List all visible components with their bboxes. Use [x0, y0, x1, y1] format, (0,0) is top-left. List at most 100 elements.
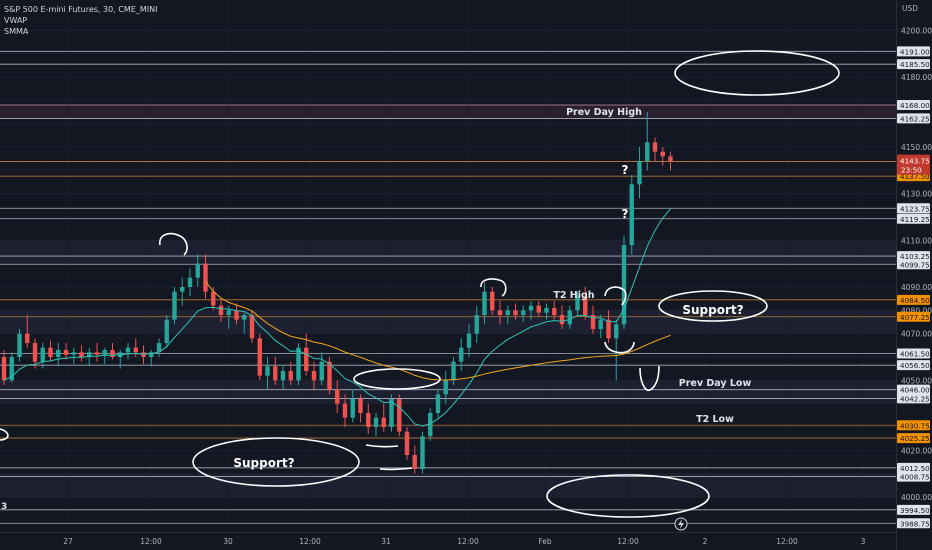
- level-tag-4099.75: [897, 259, 930, 270]
- question-mark-upper: ?: [622, 163, 629, 177]
- drawn-stroke-upper: [365, 444, 399, 448]
- candle-body: [32, 343, 38, 362]
- x-tick-label: 27: [63, 537, 73, 546]
- y-tick-label: 4080.00: [901, 306, 932, 315]
- indicator-smma[interactable]: SMMA: [4, 27, 29, 36]
- y-tick-label: 4050.00: [901, 376, 932, 385]
- last-price-tag[interactable]: [897, 154, 930, 175]
- candle-body: [25, 333, 30, 343]
- candle-body: [350, 399, 355, 418]
- candle-body: [79, 352, 84, 357]
- candle-body: [63, 350, 69, 355]
- candle-body: [319, 361, 324, 381]
- session-band-0: [0, 240, 896, 264]
- level-tag-3994.50: [897, 504, 930, 515]
- level-tag-4056.50: [897, 360, 930, 371]
- candle-body: [435, 394, 441, 413]
- candle-body: [288, 371, 293, 381]
- candle-body: [575, 296, 580, 311]
- candle-body: [311, 371, 317, 381]
- candle-body: [521, 310, 526, 315]
- drawn-ellipse-upper-right: [674, 50, 840, 96]
- candle-body: [265, 366, 270, 376]
- candle-body: [559, 315, 565, 325]
- candle-body: [1, 357, 7, 381]
- smma-line: [3, 208, 671, 427]
- level-tag-4123.75: [897, 203, 930, 214]
- annotations: Prev Day High T2 High Prev Day Low T2 Lo…: [1, 107, 751, 512]
- level-tag-text: 4030.75: [900, 421, 930, 430]
- level-tag-3988.75: [897, 518, 930, 529]
- candle-body: [249, 315, 255, 339]
- drawn-arc-low-left: [604, 341, 635, 354]
- candle-body: [629, 184, 634, 245]
- level-tag-text: 4162.25: [900, 114, 930, 123]
- level-tag-4025.25: [897, 433, 930, 444]
- level-tag-4185.50: [897, 59, 930, 70]
- question-mark-lower: ?: [622, 207, 629, 221]
- price-levels[interactable]: [0, 50, 896, 524]
- candle-body: [443, 380, 448, 395]
- candle-body: [141, 352, 146, 357]
- last-price-countdown: 23:50: [901, 166, 922, 175]
- y-tick-label: 4090.00: [901, 283, 932, 292]
- candle-body: [40, 347, 45, 362]
- candle-body: [389, 399, 394, 427]
- t2-low-label: T2 Low: [696, 414, 734, 425]
- candle-body: [366, 413, 371, 427]
- price-axis[interactable]: USD 4200.00 4180.00 4150.00 4130.00 4110.00 4…: [896, 0, 932, 550]
- candle-body: [125, 347, 131, 353]
- candle-body: [9, 357, 14, 381]
- level-tag-4030.75: [897, 420, 930, 431]
- candle-body: [490, 291, 495, 311]
- x-tick-label: 3: [861, 537, 866, 546]
- x-tick-label: Feb: [538, 537, 552, 546]
- candle-body: [668, 156, 673, 162]
- candle-body: [48, 347, 53, 357]
- drawn-ellipse-support-right: [658, 290, 768, 322]
- candle-body: [226, 310, 231, 315]
- x-tick-label: 12:00: [776, 537, 798, 546]
- y-tick-label: 4130.00: [901, 190, 932, 199]
- level-tag-4084.50: [897, 294, 930, 305]
- candle-body: [149, 352, 154, 357]
- level-tag-4046.00: [897, 384, 930, 395]
- candle-body: [342, 403, 348, 418]
- support-label-left: Support?: [233, 456, 294, 470]
- lightning-icon[interactable]: [674, 517, 688, 531]
- level-tag-4191.00: [897, 46, 930, 57]
- y-tick-label: 4110.00: [901, 236, 932, 245]
- candle-body: [373, 417, 379, 427]
- level-tag-text: 4042.25: [900, 394, 930, 403]
- drawn-hook-low: [639, 365, 660, 391]
- candle-body: [590, 315, 596, 329]
- candle-body: [567, 310, 572, 325]
- level-tag-text: 4077.25: [900, 313, 930, 322]
- candle-body: [528, 305, 534, 311]
- candle-body: [497, 310, 503, 315]
- y-tick-label: 4150.00: [901, 143, 932, 152]
- drawn-ellipse-support-left: [192, 437, 360, 487]
- level-tag-text: 4056.50: [900, 361, 930, 370]
- y-tick-label: 4070.00: [901, 330, 932, 339]
- candle-body: [397, 399, 402, 432]
- candle-body: [211, 291, 216, 306]
- candle-body: [296, 347, 301, 381]
- level-tag-text: 4103.25: [900, 252, 930, 261]
- level-tag-4168.00: [897, 100, 930, 110]
- candle-body: [110, 350, 115, 357]
- candle-body: [513, 310, 518, 315]
- candle-body: [180, 287, 185, 292]
- candle-body: [474, 315, 479, 334]
- candle-body: [536, 305, 541, 313]
- time-axis[interactable]: 27 12:00 30 12:00 31 12:00 Feb 12:00 2 12:00 3: [0, 532, 896, 547]
- session-band-3: [0, 473, 896, 497]
- indicator-vwap[interactable]: VWAP: [4, 16, 28, 25]
- level-tag-text: 3994.50: [900, 506, 930, 515]
- candle-body: [420, 436, 425, 469]
- candle-body: [94, 352, 100, 355]
- x-tick-label: 12:00: [457, 537, 479, 546]
- symbol-title[interactable]: S&P 500 E-mini Futures, 30, CME_MINI: [4, 5, 158, 14]
- hand-drawings: [0, 50, 840, 518]
